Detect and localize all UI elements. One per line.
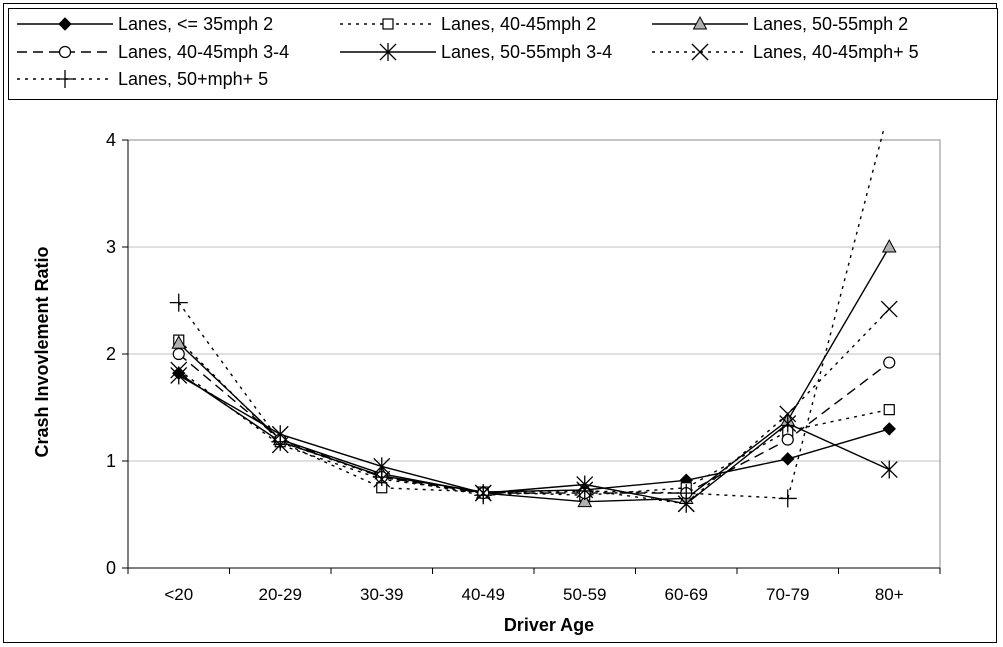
data-point-plus [474, 486, 493, 505]
y-axis-title: Crash Invovlement Ratio [32, 246, 52, 457]
data-point-x [880, 300, 898, 318]
legend-item: Lanes, 50-55mph 3-4 [340, 42, 612, 62]
chart-frame [3, 3, 997, 643]
legend-item: Lanes, <= 35mph 2 [17, 14, 273, 34]
legend-item: Lanes, 50+mph+ 5 [17, 69, 268, 89]
data-point-plus [271, 432, 290, 451]
x-tick-label: <20 [164, 585, 193, 604]
x-axis-title: Driver Age [504, 615, 594, 635]
x-tick-label: 30-39 [360, 585, 403, 604]
legend-label: Lanes, 50-55mph 3-4 [441, 42, 612, 62]
legend-label: Lanes, 40-45mph+ 5 [753, 42, 919, 62]
data-point-x [170, 361, 188, 379]
legend-item: Lanes, 50-55mph 2 [652, 14, 908, 34]
legend-label: Lanes, 40-45mph 2 [441, 14, 596, 34]
series-line-1 [178, 339, 890, 496]
series-line-6 [178, 130, 885, 500]
data-point-plus [169, 293, 188, 312]
data-point-asterisk [779, 414, 797, 433]
data-point-asterisk [880, 460, 898, 479]
axes-layer: 0 1 2 3 4 <20 20-29 30-39 40-49 50-59 60-69 70-79 80… [106, 130, 941, 604]
x-tick-label: 60-69 [665, 585, 708, 604]
data-point-square-open [883, 404, 895, 416]
data-point-circle-open [172, 347, 185, 361]
legend-layer: Lanes, <= 35mph 2 Lanes, 40-45mph 2 Lanes,… [17, 14, 919, 89]
data-point-plus [778, 489, 797, 508]
y-tick-label: 4 [106, 130, 116, 150]
series-layer [178, 130, 890, 505]
y-tick-label: 1 [106, 451, 116, 471]
data-point-x [677, 495, 695, 513]
data-point-triangle-gray [692, 15, 708, 30]
x-tick-label: 20-29 [259, 585, 302, 604]
y-tick-label: 2 [106, 344, 116, 364]
series-line-2 [178, 246, 890, 503]
x-tick-label: 70-79 [766, 585, 809, 604]
data-point-diamond-filled [58, 17, 72, 31]
series-line-5 [178, 308, 890, 505]
legend-label: Lanes, 50-55mph 2 [753, 14, 908, 34]
legend-item: Lanes, 40-45mph 3-4 [17, 42, 289, 62]
y-tick-label: 0 [106, 558, 116, 578]
data-point-plus [677, 484, 696, 503]
series-line-3 [178, 353, 890, 494]
legend-label: Lanes, <= 35mph 2 [118, 14, 273, 34]
data-point-circle-open [781, 433, 794, 446]
data-point-triangle-gray [881, 238, 897, 253]
y-tick-label: 3 [106, 237, 116, 257]
data-point-x [691, 43, 709, 61]
legend-label: Lanes, 40-45mph 3-4 [118, 42, 289, 62]
data-point-triangle-gray [577, 493, 593, 508]
data-point-diamond-filled [882, 422, 896, 436]
grid-layer [127, 139, 941, 569]
series-line-4 [178, 374, 890, 505]
data-point-plus [575, 481, 594, 500]
x-tick-label: 50-59 [563, 585, 606, 604]
marker-layer [169, 238, 898, 513]
data-point-diamond-filled [781, 452, 795, 466]
data-point-plus [372, 468, 391, 487]
x-tick-label: 40-49 [462, 585, 505, 604]
legend-item: Lanes, 40-45mph 2 [340, 14, 596, 34]
legend [8, 8, 998, 100]
legend-label: Lanes, 50+mph+ 5 [118, 69, 268, 89]
legend-item: Lanes, 40-45mph+ 5 [652, 42, 919, 62]
data-point-asterisk [379, 43, 397, 61]
data-point-square-open [382, 18, 394, 30]
data-point-x [779, 405, 797, 423]
data-point-circle-open [58, 45, 72, 59]
data-point-plus [56, 70, 74, 88]
x-tick-label: 80+ [875, 585, 904, 604]
data-point-circle-open [883, 356, 896, 369]
